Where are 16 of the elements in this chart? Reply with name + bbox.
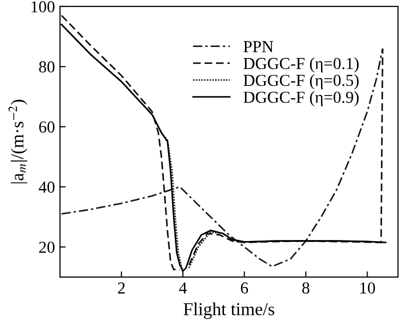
- y-axis-title: |a$_{m}$|/(m·s$^{−2}$): [8, 100, 28, 184]
- x-tick-label: 8: [302, 282, 310, 294]
- x-axis-title: Flight time/s: [184, 302, 274, 319]
- x-tick-label: 2: [118, 282, 125, 294]
- y-tick-label: 40: [38, 182, 55, 193]
- legend-label: DGGC-F (η=0.1): [244, 57, 359, 73]
- x-tick-label: 4: [179, 282, 187, 294]
- y-tick-label: 20: [39, 242, 55, 253]
- y-tick-label: 100: [32, 1, 55, 12]
- x-tick-label: 6: [240, 282, 248, 294]
- legend-label: PPN: [244, 41, 274, 52]
- legend-label: DGGC-F (η=0.9): [244, 91, 359, 106]
- y-tick-label: 60: [39, 121, 55, 133]
- y-tick-label: 80: [39, 61, 55, 73]
- legend-label: DGGC-F (η=0.5): [244, 74, 359, 90]
- x-tick-label: 10: [360, 282, 375, 294]
